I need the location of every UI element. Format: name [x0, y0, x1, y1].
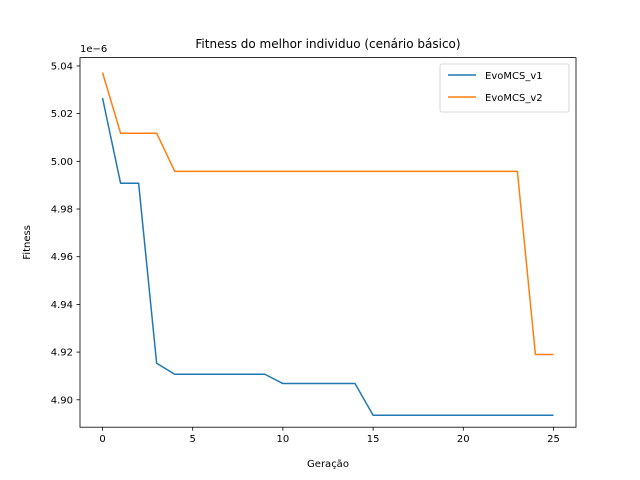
plot-lines — [101, 72, 554, 417]
series-line-evomcs-v2 — [101, 72, 554, 356]
x-tick-label: 5 — [190, 434, 196, 445]
legend-label-evomcs-v2: EvoMCS_v2 — [485, 93, 543, 104]
plot-frame — [79, 57, 577, 428]
series-line-evomcs-v1 — [101, 97, 554, 417]
y-tick-label: 4.94 — [51, 300, 73, 311]
legend-label-evomcs-v1: EvoMCS_v1 — [485, 71, 543, 82]
x-tick-label: 10 — [277, 434, 290, 445]
x-axis-label: Geração — [307, 459, 349, 470]
x-axis-ticks: 0 5 10 15 20 25 — [99, 427, 560, 445]
legend: EvoMCS_v1 EvoMCS_v2 — [439, 63, 570, 113]
legend-box — [439, 63, 570, 113]
x-tick-label: 25 — [547, 434, 560, 445]
chart-title: Fitness do melhor individuo (cenário bás… — [195, 37, 460, 51]
y-tick-label: 5.02 — [51, 109, 73, 120]
x-tick-label: 15 — [367, 434, 380, 445]
x-tick-label: 20 — [457, 434, 470, 445]
y-axis-label: Fitness — [22, 225, 33, 260]
y-axis-ticks: 4.90 4.92 4.94 4.96 4.98 5.00 5.02 5.04 — [51, 61, 80, 406]
y-tick-label: 5.04 — [51, 61, 73, 72]
y-axis-scale-label: 1e−6 — [80, 44, 107, 55]
y-tick-label: 4.92 — [51, 348, 73, 359]
y-tick-label: 4.96 — [51, 252, 73, 263]
y-tick-label: 5.00 — [51, 157, 73, 168]
x-tick-label: 0 — [99, 434, 105, 445]
y-tick-label: 4.98 — [51, 205, 73, 216]
y-tick-label: 4.90 — [51, 395, 73, 406]
